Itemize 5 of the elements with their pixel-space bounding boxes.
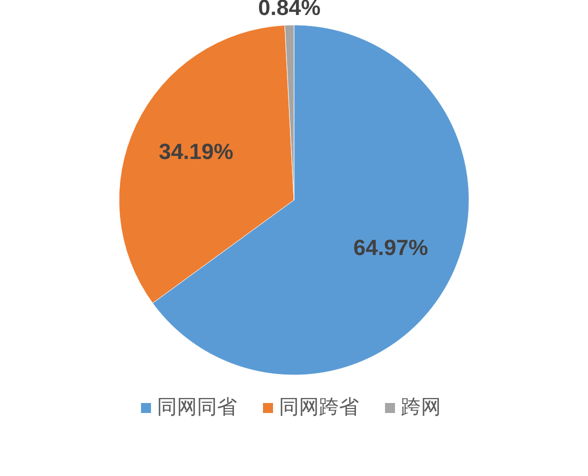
legend-label: 同网跨省 (279, 394, 359, 418)
data-label: 64.97% (353, 234, 428, 260)
legend-label: 跨网 (401, 394, 441, 418)
legend-label: 同网同省 (157, 394, 237, 418)
data-label: 34.19% (158, 139, 234, 164)
